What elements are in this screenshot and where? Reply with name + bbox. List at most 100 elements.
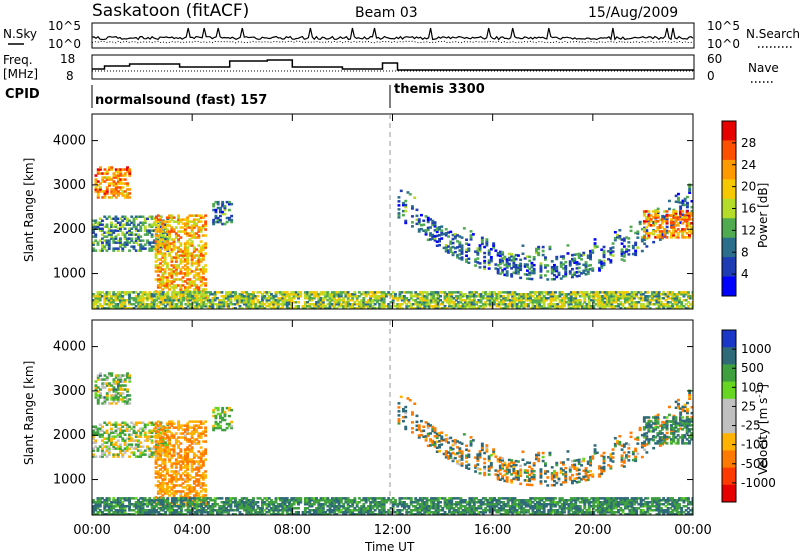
power-echo-cell (439, 295, 442, 298)
power-echo-cell (119, 237, 122, 240)
velocity-echo-cell (531, 484, 534, 487)
velocity-echo-cell (494, 455, 497, 458)
power-echo-cell (652, 233, 655, 236)
velocity-echo-cell (204, 420, 207, 423)
power-echo-cell (99, 166, 102, 169)
velocity-echo-cell (110, 428, 113, 431)
power-echo-cell (465, 239, 468, 242)
power-echo-cell (668, 208, 671, 211)
velocity-echo-cell (510, 459, 513, 462)
velocity-echo-cell (467, 450, 470, 453)
cpid-label: CPID (5, 87, 40, 102)
velocity-echo-cell (503, 462, 506, 465)
power-echo-cell (621, 242, 624, 245)
velocity-echo-cell (438, 450, 441, 453)
power-echo-cell (647, 210, 650, 213)
power-echo-cell (410, 291, 413, 294)
velocity-echo-cell (173, 422, 176, 425)
power-echo-cell (510, 253, 513, 256)
velocity-echo-cell (124, 384, 127, 387)
power-echo-cell (400, 190, 403, 193)
power-echo-cell (594, 238, 597, 241)
power-echo-cell (404, 204, 407, 207)
velocity-echo-cell (411, 431, 414, 434)
power-echo-cell (553, 278, 556, 281)
power-echo-cell (161, 230, 164, 233)
power-echo-cell (398, 204, 401, 207)
power-echo-cell (470, 230, 473, 233)
nsky-panel: N.Sky 10^5 10^0 N.Search 10^5 10^0 (3, 19, 800, 51)
colorbar-tick-label: 16 (741, 202, 756, 216)
power-echo-cell (526, 263, 529, 266)
power-echo-cell (252, 291, 255, 294)
velocity-echo-cell (519, 469, 522, 472)
velocity-echo-cell (479, 472, 482, 475)
velocity-echo-cell (217, 407, 220, 410)
velocity-echo-cell (179, 448, 182, 451)
power-echo-cell (558, 272, 561, 275)
colorbar-tick-label: 8 (741, 245, 749, 259)
power-echo-cell (217, 201, 220, 204)
velocity-echo-cell (159, 454, 162, 457)
power-echo-cell (159, 216, 162, 219)
velocity-echo-cell (483, 466, 486, 469)
power-echo-cell (501, 251, 504, 254)
power-echo-cell (166, 291, 169, 294)
power-echo-cell (230, 203, 233, 206)
power-echo-cell (666, 236, 669, 239)
power-echo-cell (449, 231, 452, 234)
colorbar-segment (722, 277, 736, 297)
velocity-echo-cell (416, 421, 419, 424)
colorbar-segment (722, 160, 736, 180)
colorbar-segment (722, 179, 736, 199)
date-title: 15/Aug/2009 (588, 5, 678, 21)
velocity-echo-cell (204, 448, 207, 451)
velocity-echo-cell (413, 403, 416, 406)
cpid-row: CPID normalsound (fast) 157 themis 3300 (5, 82, 485, 108)
nsky-label: N.Sky (3, 27, 37, 41)
power-echo-cell (623, 259, 626, 262)
power-echo-cell (579, 299, 582, 302)
y-tick-label: 4000 (53, 134, 86, 149)
power-echo-cell (438, 244, 441, 247)
power-echo-cell (687, 291, 690, 294)
freq-tick-bottom: 8 (66, 69, 74, 83)
power-echo-cell (542, 246, 545, 249)
velocity-echo-cell (224, 419, 227, 422)
power-echo-cell (398, 196, 401, 199)
power-echo-cell (164, 252, 167, 255)
nsearch-tick-top: 10^5 (707, 19, 740, 33)
velocity-echo-cell (483, 472, 486, 475)
power-echo-cell (555, 266, 558, 269)
power-echo-cell (128, 196, 131, 199)
y-tick-label: 2000 (53, 222, 86, 237)
power-echo-cell (621, 248, 624, 251)
velocity-echo-cell (483, 458, 486, 461)
power-echo-cell (492, 242, 495, 245)
power-echo-cell (420, 214, 423, 217)
power-echo-cell (418, 218, 421, 221)
power-echo-cell (549, 246, 552, 249)
power-echo-cell (508, 263, 511, 266)
power-echo-cell (161, 234, 164, 237)
power-echo-cell (204, 264, 207, 267)
velocity-echo-cell (404, 406, 407, 409)
power-echo-cell (204, 268, 207, 271)
power-echo-cell (636, 246, 639, 249)
power-echo-cell (461, 244, 464, 247)
velocity-echo-cell (219, 425, 222, 428)
power-echo-cell (177, 214, 180, 217)
power-echo-cell (603, 246, 606, 249)
power-echo-cell (522, 253, 525, 256)
power-echo-cell (618, 229, 621, 232)
power-echo-cell (537, 246, 540, 249)
power-echo-cell (204, 234, 207, 237)
power-echo-cell (182, 297, 185, 300)
power-echo-cell (204, 288, 207, 291)
velocity-echo-cell (522, 459, 525, 462)
cpid-segment-2: themis 3300 (394, 82, 485, 97)
power-echo-cell (639, 221, 642, 224)
power-echo-cell (440, 225, 443, 228)
power-echo-cell (204, 278, 207, 281)
power-echo-cell (546, 278, 549, 281)
